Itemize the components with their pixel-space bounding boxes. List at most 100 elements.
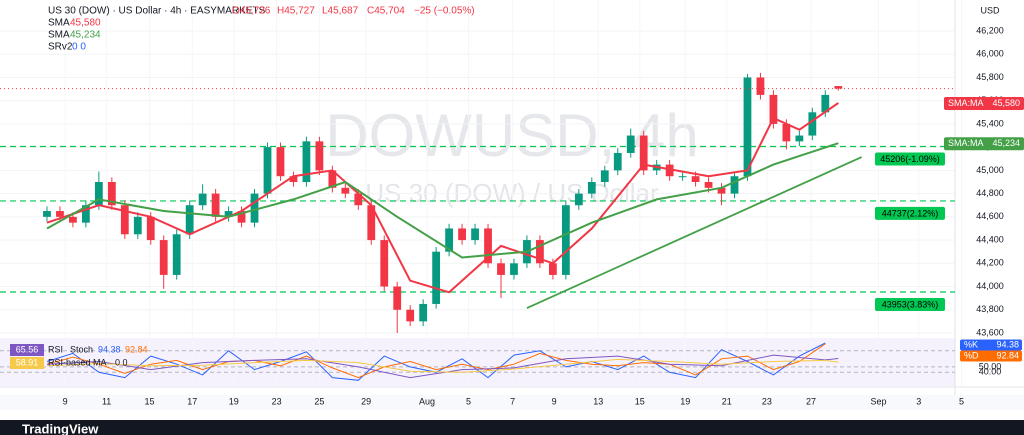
legend-value: 45,580 — [70, 18, 101, 29]
candle-body — [808, 112, 817, 136]
watermark: DOWUSD, 4h — [325, 102, 698, 169]
y-tick-label: 44,800 — [976, 188, 1004, 198]
candle-body — [224, 211, 233, 217]
candle-body — [756, 77, 765, 95]
candle-body — [393, 286, 402, 310]
osc-tag-name: %K — [964, 339, 978, 349]
y-tick-label: 45,000 — [976, 165, 1004, 175]
osc-tag-value: 92.84 — [996, 350, 1019, 360]
x-tick-label: 23 — [272, 396, 282, 406]
candle-body — [198, 193, 207, 206]
osc-legend-value: 94.38 — [98, 344, 121, 354]
osc-title: Stoch — [70, 344, 93, 354]
legend-value: 45,234 — [70, 30, 101, 41]
osc-value-box — [10, 357, 44, 369]
y-tick-label: 44,600 — [976, 211, 1004, 221]
candle-body — [237, 211, 246, 223]
x-tick-label: 29 — [361, 396, 371, 406]
y-tick-label: 46,000 — [976, 49, 1004, 59]
legend-name: SMA — [48, 30, 70, 41]
candle-body — [639, 135, 648, 171]
y-tick-label: 44,000 — [976, 281, 1004, 291]
indicator-value: 0 0 — [72, 42, 86, 53]
y-tick-label: 46,200 — [976, 25, 1004, 35]
sma-tag-name: SMA:MA — [948, 98, 984, 108]
y-tick-label: 44,400 — [976, 234, 1004, 244]
level-label: 44737(2.12%) — [882, 208, 939, 218]
osc-legend-name: RSI-based MA — [48, 357, 107, 367]
sma-line — [46, 102, 839, 294]
osc-tick-label: 50.00 — [979, 361, 1002, 371]
header-title: US 30 (DOW) · US Dollar · 4h · EASYMARKE… — [48, 6, 266, 17]
candle-body — [497, 263, 505, 275]
level-label: 45206(-1.09%) — [880, 154, 940, 164]
candle-body — [743, 77, 752, 177]
x-tick-label: 3 — [916, 396, 921, 406]
candle-body — [406, 309, 415, 322]
candle-body — [484, 228, 492, 264]
candle-body — [185, 205, 194, 235]
candle-body — [341, 187, 350, 194]
sma-tag-value: 45,234 — [992, 138, 1020, 148]
x-tick-label: 5 — [466, 396, 471, 406]
candle-body — [471, 228, 479, 241]
brand: TradingView — [22, 421, 99, 435]
x-tick-label: 15 — [635, 396, 645, 406]
x-tick-label: 5 — [959, 396, 964, 406]
indicator-name: SRv2 — [48, 42, 73, 53]
candle-body — [159, 240, 168, 275]
candle-body — [574, 193, 583, 206]
candle-body — [120, 205, 129, 235]
candle-body — [367, 205, 376, 241]
candle-body — [626, 135, 635, 153]
x-tick-label: 15 — [144, 396, 154, 406]
x-tick-label: Sep — [870, 396, 886, 406]
candle-body — [81, 205, 90, 223]
candle-body — [250, 193, 259, 223]
candle-body — [354, 193, 363, 206]
osc-line — [46, 354, 839, 379]
level-box — [875, 206, 945, 220]
header-ohlc: L45,687 — [322, 6, 359, 17]
osc-extra: 0 0 — [115, 357, 128, 367]
x-tick-label: 13 — [593, 396, 603, 406]
x-tick-label: Aug — [419, 396, 435, 406]
candle-body — [69, 216, 77, 223]
candle-body — [795, 135, 804, 142]
legend-name: SMA — [48, 18, 70, 29]
y-tick-label: 45,400 — [976, 118, 1004, 128]
osc-value-box — [10, 344, 44, 356]
osc-line — [46, 358, 839, 373]
x-tick-label: 19 — [680, 396, 690, 406]
watermark-sub: US 30 (DOW) / US Dollar — [365, 178, 659, 208]
candle-body — [94, 182, 103, 206]
osc-value: 58.91 — [16, 357, 39, 367]
trendline — [526, 156, 862, 309]
x-tick-label: 17 — [187, 396, 197, 406]
candle-body — [769, 94, 778, 124]
level-box — [875, 297, 945, 311]
x-tick-label: 25 — [314, 396, 324, 406]
sma-tag — [944, 97, 1024, 111]
candle-body — [380, 240, 389, 287]
candle-body — [263, 147, 272, 194]
header-ohlc: C45,704 — [367, 6, 405, 17]
candle-body — [587, 182, 596, 194]
osc-line — [46, 343, 826, 379]
sma-tag-name: SMA:MA — [948, 138, 984, 148]
osc-tag-value: 94.38 — [996, 339, 1019, 349]
sma-line — [46, 142, 839, 259]
candle-body — [665, 164, 674, 177]
osc-tag — [960, 339, 1022, 351]
candle-body — [691, 176, 700, 183]
y-tick-label: 44,200 — [976, 258, 1004, 268]
footer-bar — [0, 420, 1024, 435]
candle-body — [211, 193, 220, 217]
sma-tag-value: 45,580 — [992, 98, 1020, 108]
candle-body — [730, 176, 739, 194]
level-label: 43953(3.83%) — [882, 299, 939, 309]
y-tick-label: 45,800 — [976, 72, 1004, 82]
osc-tag — [960, 350, 1022, 362]
